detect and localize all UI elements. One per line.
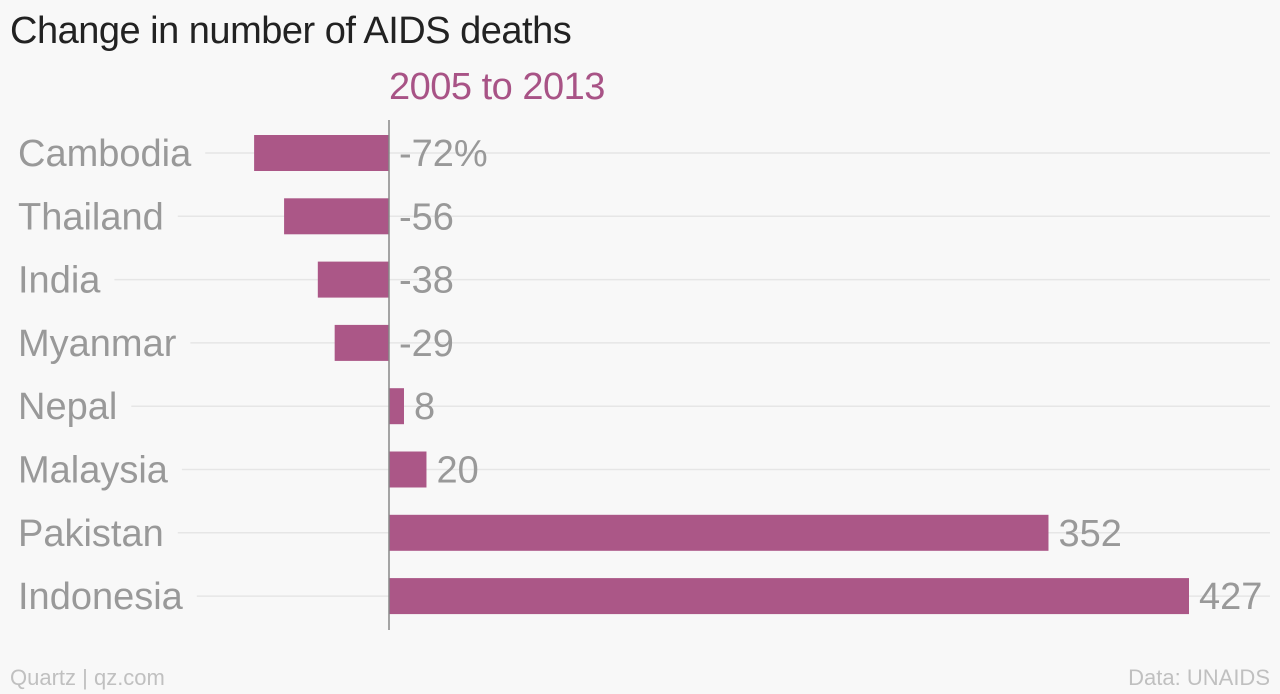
bar-malaysia	[389, 451, 427, 488]
value-label: 20	[436, 450, 478, 492]
bar-nepal	[389, 388, 404, 425]
category-label: Thailand	[18, 196, 164, 238]
chart-subtitle: 2005 to 2013	[389, 66, 605, 108]
data-source: Data: UNAIDS	[1128, 665, 1270, 690]
category-label: Indonesia	[18, 576, 184, 618]
category-label: Malaysia	[18, 450, 169, 492]
value-label: 427	[1199, 576, 1262, 618]
value-label: -29	[399, 323, 454, 365]
bar-cambodia	[254, 135, 389, 171]
category-label: Cambodia	[18, 133, 192, 175]
category-label: Nepal	[18, 386, 117, 428]
category-label: India	[18, 260, 101, 302]
value-label: -72%	[399, 133, 488, 175]
bar-thailand	[284, 198, 389, 235]
bar-indonesia	[389, 578, 1189, 615]
value-label: -56	[399, 196, 454, 238]
value-label: 352	[1058, 513, 1121, 555]
bar-myanmar	[334, 324, 389, 361]
source-credit: Quartz | qz.com	[10, 665, 165, 690]
value-label: -38	[399, 260, 454, 302]
bar-pakistan	[389, 514, 1049, 551]
value-label: 8	[414, 386, 435, 428]
chart-title: Change in number of AIDS deaths	[10, 10, 572, 52]
category-label: Myanmar	[18, 323, 177, 365]
bar-india	[317, 261, 389, 298]
category-label: Pakistan	[18, 513, 164, 555]
